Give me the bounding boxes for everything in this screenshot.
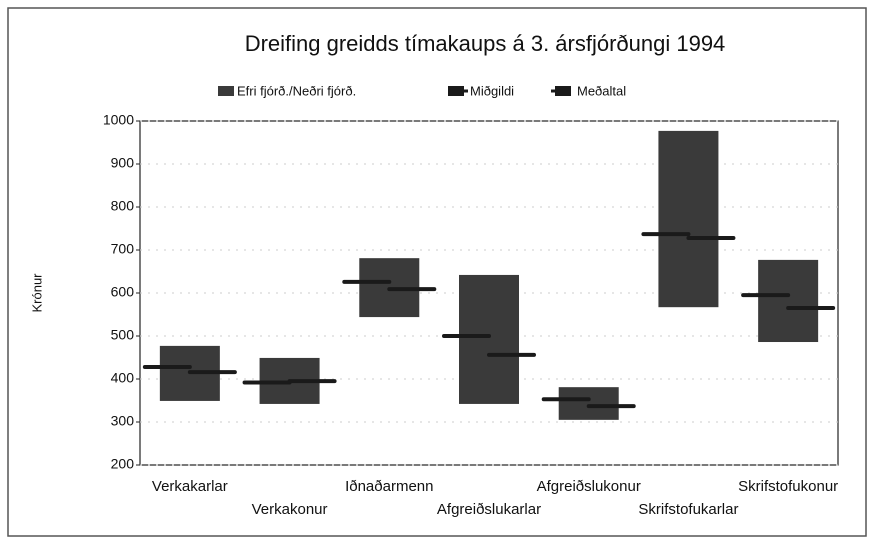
quartile-box [558,387,619,420]
y-tick-label: 800 [111,198,135,214]
x-tick-label: Skrifstofukonur [738,478,838,495]
y-tick-label: 300 [111,413,135,429]
y-axis-label: Krónur [29,273,44,313]
quartile-box [758,259,819,343]
x-tick-label: Verkakarlar [152,478,228,495]
y-tick-label: 500 [111,327,135,343]
x-tick-label: Skrifstofukarlar [638,501,738,518]
quartile-box [459,274,519,404]
x-tick-label: Afgreiðslukonur [537,478,641,495]
chart-title: Dreifing greidds tímakaups á 3. ársfjórð… [245,31,726,56]
legend-swatch [448,86,464,96]
y-tick-label: 900 [111,155,135,171]
y-tick-label: 700 [111,241,135,257]
y-tick-label: 1000 [103,112,134,128]
x-tick-label: Iðnaðarmenn [345,478,433,495]
y-tick-label: 400 [111,370,135,386]
x-tick-label: Afgreiðslukarlar [437,501,541,518]
legend-label: Efri fjórð./Neðri fjórð. [237,83,356,98]
quartile-box [658,130,719,308]
y-tick-label: 600 [111,284,135,300]
legend-swatch [218,86,234,96]
legend-swatch [555,86,571,96]
x-tick-label: Verkakonur [252,501,328,518]
y-tick-label: 200 [111,456,135,472]
frame [7,7,867,537]
legend-label: Meðaltal [577,83,626,98]
legend-label: Miðgildi [470,83,514,98]
